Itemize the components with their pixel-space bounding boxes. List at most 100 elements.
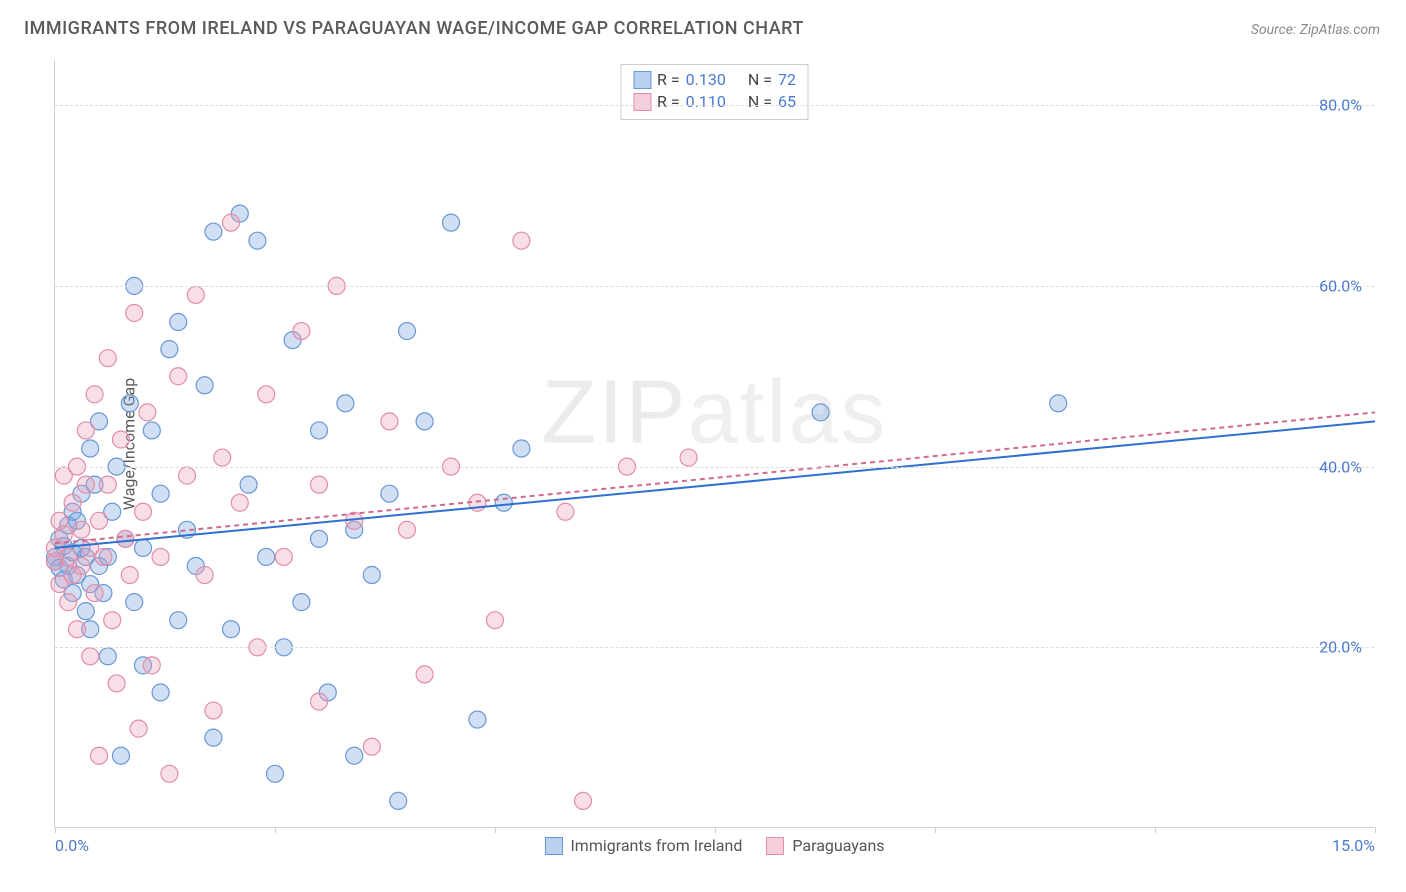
scatter-point-paraguay	[416, 666, 433, 683]
chart-area: Wage/Income Gap ZIPatlas R = 0.130N = 72…	[54, 60, 1374, 828]
legend-n-label: N =	[748, 91, 772, 113]
legend-r-value: 0.130	[686, 69, 726, 91]
scatter-point-ireland	[311, 530, 328, 547]
x-tick-label: 15.0%	[1332, 836, 1375, 855]
series-legend-label: Paraguayans	[792, 836, 884, 855]
scatter-point-ireland	[82, 440, 99, 457]
scatter-point-ireland	[293, 594, 310, 611]
y-tick-label: 40.0%	[1319, 457, 1362, 476]
scatter-point-ireland	[196, 377, 213, 394]
scatter-point-ireland	[1050, 395, 1067, 412]
scatter-point-ireland	[381, 485, 398, 502]
scatter-point-ireland	[99, 648, 116, 665]
scatter-point-ireland	[121, 395, 138, 412]
scatter-point-ireland	[346, 747, 363, 764]
x-tick	[275, 827, 276, 833]
scatter-point-ireland	[223, 621, 240, 638]
scatter-point-ireland	[399, 323, 416, 340]
scatter-point-paraguay	[187, 286, 204, 303]
scatter-point-ireland	[113, 747, 130, 764]
scatter-point-paraguay	[214, 449, 231, 466]
scatter-point-paraguay	[82, 648, 99, 665]
scatter-point-ireland	[126, 594, 143, 611]
scatter-point-paraguay	[86, 585, 103, 602]
scatter-point-paraguay	[223, 214, 240, 231]
scatter-point-ireland	[77, 603, 94, 620]
legend-n-value: 65	[778, 91, 796, 113]
scatter-point-paraguay	[170, 368, 187, 385]
scatter-point-paraguay	[95, 548, 112, 565]
legend-swatch	[544, 837, 562, 855]
scatter-point-ireland	[311, 422, 328, 439]
scatter-point-ireland	[812, 404, 829, 421]
scatter-point-paraguay	[99, 476, 116, 493]
scatter-point-paraguay	[139, 404, 156, 421]
legend-r-value: 0.110	[686, 91, 726, 113]
scatter-point-paraguay	[113, 431, 130, 448]
gridline-h	[55, 105, 1374, 106]
scatter-point-paraguay	[121, 567, 138, 584]
scatter-point-paraguay	[179, 467, 196, 484]
scatter-point-ireland	[416, 413, 433, 430]
legend-swatch	[633, 93, 651, 111]
scatter-point-paraguay	[311, 693, 328, 710]
scatter-point-paraguay	[363, 738, 380, 755]
scatter-point-paraguay	[575, 792, 592, 809]
scatter-point-ireland	[469, 711, 486, 728]
scatter-point-paraguay	[73, 557, 90, 574]
scatter-point-paraguay	[143, 657, 160, 674]
y-tick-label: 80.0%	[1319, 96, 1362, 115]
x-tick	[55, 827, 56, 833]
scatter-point-ireland	[258, 548, 275, 565]
scatter-point-paraguay	[231, 494, 248, 511]
scatter-point-ireland	[161, 341, 178, 358]
scatter-point-paraguay	[258, 386, 275, 403]
gridline-h	[55, 647, 1374, 648]
scatter-point-ireland	[170, 612, 187, 629]
legend-swatch	[766, 837, 784, 855]
scatter-point-paraguay	[69, 621, 86, 638]
scatter-point-ireland	[337, 395, 354, 412]
scatter-point-paraguay	[275, 548, 292, 565]
y-tick-label: 60.0%	[1319, 276, 1362, 295]
scatter-point-ireland	[205, 729, 222, 746]
x-tick	[1155, 827, 1156, 833]
x-tick	[935, 827, 936, 833]
scatter-point-paraguay	[117, 530, 134, 547]
scatter-point-ireland	[205, 223, 222, 240]
scatter-point-paraguay	[73, 521, 90, 538]
scatter-point-paraguay	[86, 386, 103, 403]
legend-n-label: N =	[748, 69, 772, 91]
scatter-point-ireland	[135, 539, 152, 556]
scatter-point-ireland	[143, 422, 160, 439]
scatter-point-paraguay	[557, 503, 574, 520]
scatter-point-paraguay	[77, 422, 94, 439]
scatter-point-ireland	[152, 684, 169, 701]
x-tick	[715, 827, 716, 833]
y-tick-label: 20.0%	[1319, 638, 1362, 657]
scatter-point-paraguay	[108, 675, 125, 692]
scatter-point-paraguay	[130, 720, 147, 737]
scatter-point-ireland	[152, 485, 169, 502]
scatter-point-paraguay	[91, 747, 108, 764]
scatter-point-paraguay	[161, 765, 178, 782]
correlation-legend: R = 0.130N = 72R = 0.110N = 65	[620, 64, 809, 120]
scatter-point-paraguay	[293, 323, 310, 340]
scatter-point-paraguay	[513, 232, 530, 249]
scatter-point-ireland	[170, 314, 187, 331]
scatter-point-paraguay	[126, 304, 143, 321]
scatter-point-paraguay	[680, 449, 697, 466]
scatter-point-paraguay	[55, 526, 72, 543]
scatter-point-paraguay	[64, 494, 81, 511]
scatter-point-paraguay	[399, 521, 416, 538]
plot-svg	[55, 60, 1374, 827]
legend-r-label: R =	[657, 69, 680, 91]
series-legend: Immigrants from IrelandParaguayans	[544, 836, 884, 855]
gridline-h	[55, 286, 1374, 287]
scatter-point-ireland	[363, 567, 380, 584]
scatter-point-paraguay	[311, 476, 328, 493]
legend-r-label: R =	[657, 91, 680, 113]
legend-swatch	[633, 71, 651, 89]
scatter-point-ireland	[495, 494, 512, 511]
scatter-point-paraguay	[205, 702, 222, 719]
